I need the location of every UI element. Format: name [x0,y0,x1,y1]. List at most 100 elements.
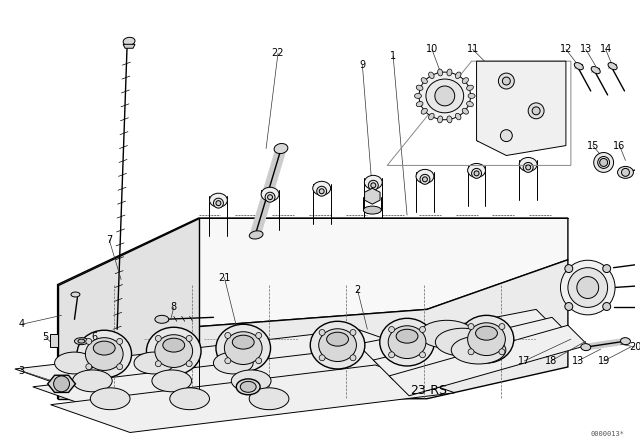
Ellipse shape [608,63,617,70]
Text: 13: 13 [572,356,584,366]
Ellipse shape [416,101,423,107]
Ellipse shape [364,206,381,214]
Ellipse shape [435,328,490,356]
Ellipse shape [459,315,514,363]
Circle shape [86,364,92,370]
Ellipse shape [261,187,279,201]
Polygon shape [47,375,76,392]
Polygon shape [123,44,135,48]
Ellipse shape [438,69,443,76]
Ellipse shape [371,183,376,188]
Ellipse shape [317,186,326,196]
Ellipse shape [568,268,607,307]
Circle shape [499,73,515,89]
Ellipse shape [396,329,418,343]
Circle shape [603,265,611,272]
Ellipse shape [72,370,112,392]
Ellipse shape [419,72,470,120]
Ellipse shape [326,332,349,346]
Text: 22: 22 [272,48,284,58]
Ellipse shape [419,320,474,348]
Ellipse shape [232,335,254,349]
Text: 15: 15 [586,141,599,151]
Circle shape [319,355,325,361]
Text: 18: 18 [545,356,557,366]
Circle shape [116,338,123,345]
Ellipse shape [468,94,475,99]
Polygon shape [58,218,198,399]
Text: 12: 12 [560,44,572,54]
Ellipse shape [54,352,94,374]
Polygon shape [33,347,446,414]
Ellipse shape [574,63,584,70]
Text: 10: 10 [426,44,438,54]
Circle shape [468,323,474,330]
Ellipse shape [451,336,506,364]
Ellipse shape [155,315,169,323]
Ellipse shape [310,321,365,369]
Circle shape [502,77,510,85]
Ellipse shape [468,164,486,177]
Ellipse shape [462,108,468,114]
Circle shape [528,103,544,119]
Ellipse shape [447,69,452,76]
Ellipse shape [380,319,435,366]
Text: 5: 5 [42,332,49,342]
Ellipse shape [163,338,185,352]
Circle shape [156,361,161,367]
Circle shape [603,302,611,310]
Ellipse shape [421,108,428,114]
Circle shape [186,361,192,367]
Ellipse shape [422,177,428,182]
Ellipse shape [90,388,130,409]
Text: 17: 17 [518,356,531,366]
Ellipse shape [472,168,481,178]
Circle shape [350,355,356,361]
Ellipse shape [214,198,223,208]
Circle shape [319,330,325,336]
Text: 4: 4 [19,319,25,329]
Text: 6: 6 [92,332,97,342]
Circle shape [499,349,505,355]
Ellipse shape [416,169,434,183]
Text: 7: 7 [106,235,113,245]
Ellipse shape [134,352,173,374]
Ellipse shape [170,388,209,409]
Ellipse shape [268,195,273,200]
Ellipse shape [319,189,324,194]
Ellipse shape [456,72,461,78]
Ellipse shape [474,171,479,176]
Ellipse shape [581,344,591,351]
Ellipse shape [524,163,533,172]
Ellipse shape [621,168,630,177]
Ellipse shape [456,113,461,120]
Ellipse shape [467,101,474,107]
Ellipse shape [77,330,132,378]
Ellipse shape [216,201,221,206]
Ellipse shape [462,78,468,83]
Ellipse shape [621,338,630,345]
Circle shape [388,327,395,332]
Ellipse shape [416,85,423,90]
Circle shape [54,376,70,392]
Ellipse shape [319,329,356,362]
Ellipse shape [74,338,88,345]
Ellipse shape [313,181,331,195]
Ellipse shape [476,326,497,340]
Ellipse shape [594,152,614,172]
Circle shape [435,86,454,106]
Ellipse shape [147,327,201,375]
Polygon shape [58,218,568,337]
Text: 16: 16 [613,141,626,151]
Polygon shape [357,310,556,364]
Ellipse shape [421,78,428,83]
Circle shape [500,129,512,142]
Ellipse shape [249,231,263,239]
Ellipse shape [85,338,123,370]
Ellipse shape [216,324,271,372]
Polygon shape [365,188,380,204]
Text: 3: 3 [19,366,25,376]
Polygon shape [389,325,588,396]
Ellipse shape [577,276,598,298]
Ellipse shape [369,180,378,190]
